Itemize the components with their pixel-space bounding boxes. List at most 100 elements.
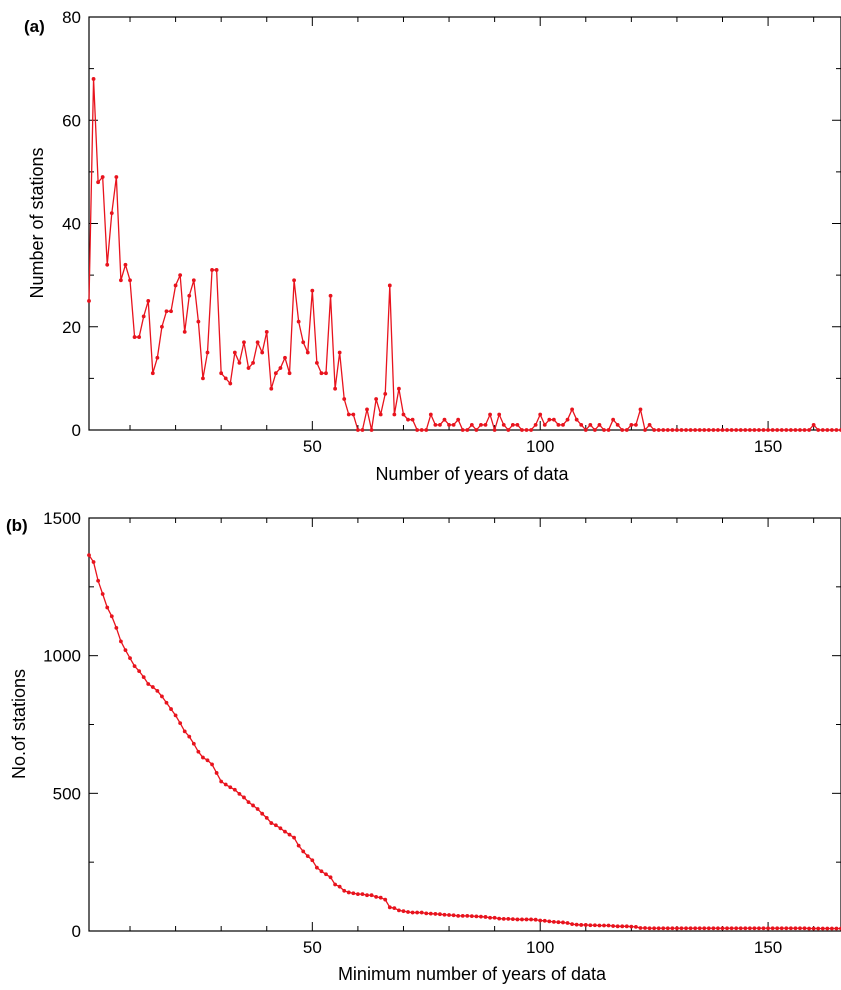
data-point (100, 175, 105, 179)
data-point (766, 428, 770, 432)
data-point (337, 350, 342, 355)
data-point (716, 428, 720, 432)
data-point (538, 918, 543, 923)
y-tick-label: 1500 (43, 509, 81, 528)
data-point (310, 858, 315, 863)
data-point (301, 340, 306, 345)
data-point (178, 721, 183, 726)
data-point (652, 926, 657, 931)
data-point (652, 428, 657, 432)
data-point (479, 914, 483, 919)
data-point (447, 422, 451, 427)
data-point (465, 428, 470, 432)
data-point (251, 360, 255, 365)
data-point (123, 648, 128, 653)
data-point (775, 926, 780, 931)
data-point (205, 350, 210, 355)
data-point (811, 926, 816, 931)
data-point (611, 924, 616, 928)
data-point (96, 578, 101, 583)
data-point (223, 376, 228, 381)
data-point (328, 875, 333, 880)
data-point (419, 428, 424, 432)
data-point (725, 926, 729, 931)
y-axis-label-b: No.of stations (9, 669, 29, 779)
data-point (807, 428, 811, 432)
x-tick-label: 150 (754, 938, 782, 957)
data-point (747, 926, 752, 931)
data-point (556, 920, 561, 925)
data-point (606, 428, 611, 432)
data-point (788, 428, 793, 432)
x-tick-label: 150 (754, 437, 782, 456)
data-point (456, 913, 461, 918)
y-tick-label: 1000 (43, 647, 81, 666)
data-point (114, 625, 119, 630)
data-point (319, 869, 324, 874)
data-point (342, 397, 347, 401)
panel-b-label: (b) (6, 516, 28, 535)
data-point (410, 417, 415, 422)
data-point (779, 428, 784, 432)
data-point (670, 428, 675, 432)
data-point (433, 912, 438, 916)
data-point (734, 926, 739, 931)
data-point (228, 785, 233, 790)
data-point (597, 923, 602, 928)
data-point (679, 428, 684, 432)
data-point (160, 694, 164, 699)
data-point (629, 422, 634, 427)
data-point (155, 355, 160, 360)
data-point (278, 366, 283, 370)
data-point (684, 926, 688, 931)
data-point (693, 428, 698, 432)
data-point (583, 923, 588, 927)
data-point (757, 926, 761, 931)
data-point (615, 422, 620, 427)
data-point (834, 926, 839, 931)
data-point (292, 835, 296, 840)
data-point (305, 854, 310, 859)
data-point (542, 918, 547, 923)
data-point (424, 911, 429, 916)
data-point (770, 428, 775, 432)
data-point (474, 428, 479, 432)
data-point (770, 926, 775, 931)
data-point (656, 428, 661, 432)
data-point (779, 926, 784, 931)
data-point (547, 417, 552, 422)
x-axis-label-a: Number of years of data (375, 464, 569, 484)
data-point (196, 319, 201, 324)
data-point (328, 293, 333, 298)
x-axis-label-b: Minimum number of years of data (338, 964, 607, 984)
data-point (620, 924, 625, 929)
data-point (515, 917, 520, 922)
data-point (119, 639, 123, 644)
data-point (314, 360, 319, 365)
data-point (415, 428, 420, 432)
data-point (419, 910, 424, 915)
data-point (160, 324, 164, 329)
data-point (752, 926, 757, 931)
data-point (260, 811, 265, 816)
data-point (214, 268, 219, 272)
data-point (255, 807, 260, 811)
data-point (100, 592, 105, 596)
data-point (173, 283, 178, 288)
data-point (829, 926, 834, 931)
data-point (825, 428, 830, 432)
data-point (105, 605, 110, 610)
y-tick-label: 20 (62, 318, 81, 337)
data-point (533, 422, 538, 427)
data-point (369, 893, 374, 898)
data-point (547, 919, 552, 924)
data-point (624, 924, 629, 929)
data-point (469, 914, 474, 919)
data-point (164, 309, 169, 314)
data-point (483, 915, 488, 919)
data-point (301, 849, 306, 854)
data-point (141, 675, 146, 680)
data-point (109, 211, 114, 216)
data-point (588, 422, 593, 427)
